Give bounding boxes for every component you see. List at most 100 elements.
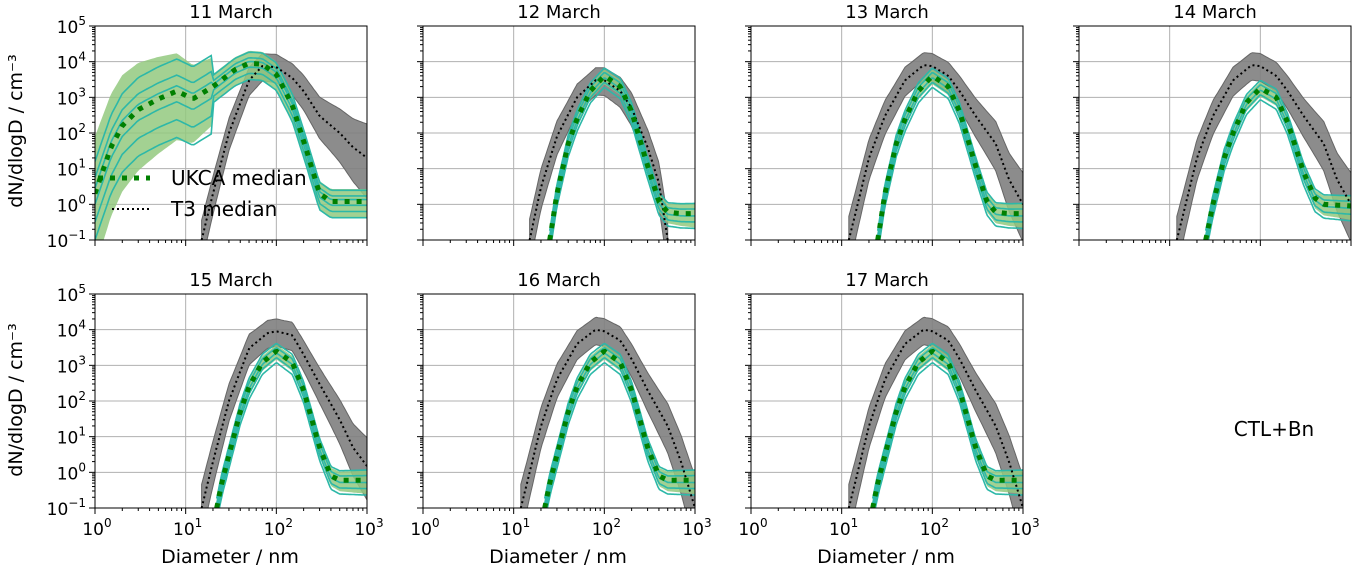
x-tick-label-3: 103 — [354, 516, 383, 540]
t3-median-line — [847, 328, 1023, 508]
y-tick-label-4: 103 — [57, 85, 86, 109]
legend-label-ukca-median: UKCA median — [171, 166, 307, 190]
x-axis-label-2: Diameter / nm — [489, 546, 627, 568]
y-tick-label-0: 10−1 — [47, 496, 86, 520]
ukca-member-line-5 — [879, 86, 1023, 240]
ukca-member-line-2 — [543, 347, 695, 504]
ukca-member-line-5 — [1207, 99, 1351, 240]
x-tick-label-1: 101 — [501, 516, 530, 540]
x-tick-label-0: 100 — [410, 516, 439, 540]
panel-4: 14 March — [1073, 2, 1352, 246]
ukca-member-line-3 — [549, 77, 695, 240]
x-tick-label-1: 101 — [173, 516, 202, 540]
ticks — [417, 25, 696, 246]
y-tick-label-0: 10−1 — [47, 228, 86, 252]
t3-range-band — [201, 318, 367, 508]
ukca-member-line-3 — [95, 60, 367, 201]
ukca-member-line-5 — [95, 72, 367, 223]
ticks — [1073, 25, 1352, 246]
panel-3: 13 March — [745, 2, 1024, 246]
experiment-label: CTL+Bn — [1234, 417, 1314, 441]
t3-range-band — [848, 52, 1023, 240]
panel-title: 13 March — [845, 2, 929, 23]
plot-area — [1175, 52, 1351, 240]
x-tick-label-2: 102 — [264, 516, 293, 540]
t3-median-line — [200, 330, 367, 508]
panel-title: 11 March — [189, 2, 273, 23]
ukca-member-line-5 — [546, 362, 695, 508]
y-tick-label-4: 103 — [57, 353, 86, 377]
t3-median-line — [847, 64, 1023, 240]
ukca-member-line-3 — [544, 352, 695, 508]
figure-labels: dN/dlogD / cm⁻³ dN/dlogD / cm⁻³ Diameter… — [5, 54, 1314, 568]
ticks — [417, 293, 696, 514]
y-tick-label-5: 104 — [57, 50, 86, 74]
ticks — [745, 293, 1024, 514]
t3-median-line — [200, 65, 367, 240]
t3-range-band — [1176, 52, 1351, 240]
x-axis-label-3: Diameter / nm — [817, 546, 955, 568]
ukca-member-line-1 — [876, 67, 1023, 231]
ukca-member-line-5 — [218, 362, 367, 508]
x-tick-label-1: 101 — [829, 516, 858, 540]
plot-area — [847, 316, 1023, 508]
x-tick-label-0: 100 — [82, 516, 111, 540]
y-tick-label-3: 102 — [57, 389, 86, 413]
t3-median-line — [519, 328, 695, 508]
ukca-member-line-1 — [548, 67, 695, 231]
y-tick-label-1: 100 — [57, 192, 86, 216]
ukca-member-line-1 — [543, 342, 695, 499]
panel-title: 17 March — [845, 270, 929, 291]
legend: UKCA median T3 median — [98, 166, 307, 221]
panel-title: 12 March — [517, 2, 601, 23]
x-tick-label-2: 102 — [592, 516, 621, 540]
ukca-member-line-2 — [215, 347, 367, 504]
ukca-member-line-2 — [95, 56, 367, 197]
panel-2: 12 March — [417, 2, 696, 246]
ticks — [89, 25, 368, 246]
y-axis-label-row-1: dN/dlogD / cm⁻³ — [5, 54, 27, 207]
ticks — [89, 293, 368, 514]
ukca-member-line-1 — [1204, 80, 1351, 231]
ukca-member-line-1 — [95, 51, 367, 192]
t3-range-band — [848, 316, 1023, 508]
plot-area — [847, 52, 1023, 240]
plot-area — [200, 318, 367, 508]
y-axis-label-row-2: dN/dlogD / cm⁻³ — [5, 323, 27, 476]
panel-title: 16 March — [517, 270, 601, 291]
ukca-member-line-3 — [877, 77, 1023, 240]
y-tick-label-2: 101 — [57, 425, 86, 449]
x-axis-label-1: Diameter / nm — [161, 546, 299, 568]
ukca-member-line-5 — [874, 362, 1023, 508]
y-tick-label-3: 102 — [57, 121, 86, 145]
ukca-member-line-1 — [215, 342, 367, 499]
plot-area — [519, 316, 695, 508]
ukca-member-line-4 — [1206, 94, 1351, 240]
y-tick-label-6: 105 — [57, 14, 86, 38]
panel-6: 16 March 100 101 102 103 — [410, 270, 711, 540]
ukca-member-line-1 — [871, 342, 1023, 499]
ukca-member-line-3 — [216, 352, 367, 508]
ukca-member-line-5 — [551, 86, 695, 240]
ukca-member-line-6 — [95, 78, 367, 240]
x-tick-label-3: 103 — [1010, 516, 1039, 540]
y-tick-label-6: 105 — [57, 282, 86, 306]
t3-median-line — [1175, 64, 1351, 240]
panel-title: 14 March — [1173, 2, 1257, 23]
plot-area — [528, 67, 695, 240]
y-tick-label-5: 104 — [57, 318, 86, 342]
panel-title: 15 March — [189, 270, 273, 291]
y-tick-label-2: 101 — [57, 157, 86, 181]
ticks — [745, 25, 1024, 246]
plot-area — [95, 50, 367, 240]
t3-range-band — [520, 316, 695, 508]
x-tick-label-0: 100 — [738, 516, 767, 540]
x-tick-label-3: 103 — [682, 516, 711, 540]
ukca-median-line — [1203, 86, 1351, 240]
ukca-member-line-3 — [872, 352, 1023, 508]
ukca-median-line — [95, 60, 367, 204]
panel-7: 17 March 100 101 102 103 — [738, 270, 1039, 540]
x-tick-label-2: 102 — [920, 516, 949, 540]
